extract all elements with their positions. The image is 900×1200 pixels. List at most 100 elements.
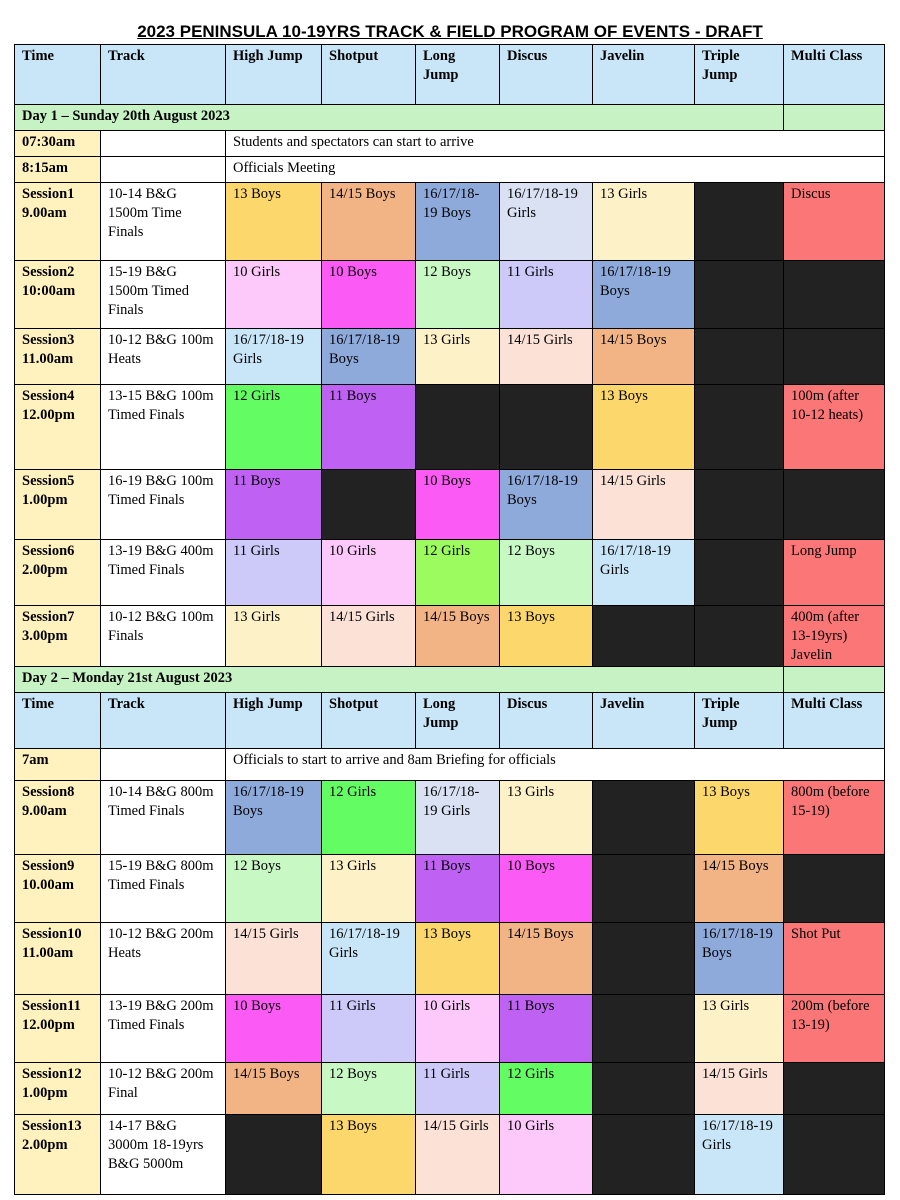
schedule-row: 07:30am Students and spectators can star…: [15, 131, 885, 157]
event-cell: 12 Boys: [226, 855, 322, 923]
session-time: Session4 12.00pm: [15, 385, 101, 470]
track-event: 13-15 B&G 100m Timed Finals: [101, 385, 226, 470]
event-cell-blocked: [695, 261, 784, 329]
event-cell: 13 Girls: [226, 606, 322, 667]
event-cell: 14/15 Boys: [226, 1063, 322, 1115]
day-label-blank: [784, 667, 885, 693]
event-cell-blocked: [784, 1115, 885, 1195]
event-cell-blocked: [322, 470, 416, 540]
header-cell: Shotput: [322, 693, 416, 749]
session-row: Session12 1.00pm 10-12 B&G 200m Final 14…: [15, 1063, 885, 1115]
header-cell: Discus: [500, 693, 593, 749]
header-cell: Track: [101, 45, 226, 105]
event-cell: 10 Girls: [322, 540, 416, 606]
session-row: Session6 2.00pm 13-19 B&G 400m Timed Fin…: [15, 540, 885, 606]
session-row: Session7 3.00pm 10-12 B&G 100m Finals 13…: [15, 606, 885, 667]
session-time: Session12 1.00pm: [15, 1063, 101, 1115]
session-time: Session5 1.00pm: [15, 470, 101, 540]
event-cell: 10 Girls: [416, 995, 500, 1063]
header-cell: Shotput: [322, 45, 416, 105]
session-time: Session2 10:00am: [15, 261, 101, 329]
event-cell-blocked: [695, 385, 784, 470]
session-row: Session4 12.00pm 13-15 B&G 100m Timed Fi…: [15, 385, 885, 470]
event-cell: 10 Boys: [322, 261, 416, 329]
track-event: 13-19 B&G 200m Timed Finals: [101, 995, 226, 1063]
event-cell: 14/15 Boys: [695, 855, 784, 923]
header-cell: Long Jump: [416, 45, 500, 105]
event-cell: 16/17/18-19 Boys: [416, 183, 500, 261]
event-cell: 200m (before 13-19): [784, 995, 885, 1063]
event-cell-blocked: [784, 261, 885, 329]
header-cell: Time: [15, 693, 101, 749]
event-cell: 16/17/18-19 Boys: [226, 781, 322, 855]
track-event: 10-12 B&G 200m Heats: [101, 923, 226, 995]
event-cell-blocked: [500, 385, 593, 470]
event-cell: 16/17/18-19 Girls: [322, 923, 416, 995]
event-cell: 14/15 Girls: [226, 923, 322, 995]
event-cell: 13 Girls: [593, 183, 695, 261]
event-cell: 11 Girls: [416, 1063, 500, 1115]
day-row: Day 1 – Sunday 20th August 2023: [15, 105, 885, 131]
event-cell: 12 Boys: [322, 1063, 416, 1115]
program-table: Time Track High Jump Shotput Long Jump D…: [14, 44, 885, 1195]
header-cell: Triple Jump: [695, 45, 784, 105]
session-time: Session1 9.00am: [15, 183, 101, 261]
event-cell: 13 Girls: [695, 995, 784, 1063]
event-cell-blocked: [784, 470, 885, 540]
track-event: 10-12 B&G 200m Final: [101, 1063, 226, 1115]
session-time: Session3 11.00am: [15, 329, 101, 385]
session-row: Session1 9.00am 10-14 B&G 1500m Time Fin…: [15, 183, 885, 261]
event-cell-blocked: [695, 183, 784, 261]
event-cell: 10 Boys: [416, 470, 500, 540]
header-cell: Triple Jump: [695, 693, 784, 749]
day-label: Day 2 – Monday 21st August 2023: [15, 667, 784, 693]
track-event: 16-19 B&G 100m Timed Finals: [101, 470, 226, 540]
page-title: 2023 PENINSULA 10-19YRS TRACK & FIELD PR…: [0, 22, 900, 42]
event-cell: 13 Boys: [500, 606, 593, 667]
event-cell: 14/15 Girls: [322, 606, 416, 667]
event-cell-blocked: [695, 329, 784, 385]
session-row: Session5 1.00pm 16-19 B&G 100m Timed Fin…: [15, 470, 885, 540]
event-cell: Discus: [784, 183, 885, 261]
session-time: Session9 10.00am: [15, 855, 101, 923]
track-event: 14-17 B&G 3000m 18-19yrs B&G 5000m: [101, 1115, 226, 1195]
event-cell-blocked: [695, 606, 784, 667]
event-cell: 12 Boys: [500, 540, 593, 606]
header-cell: Javelin: [593, 693, 695, 749]
event-cell: 16/17/18-19 Boys: [500, 470, 593, 540]
session-time: Session7 3.00pm: [15, 606, 101, 667]
event-cell: 12 Girls: [226, 385, 322, 470]
event-cell: 13 Boys: [416, 923, 500, 995]
schedule-row: 7am Officials to start to arrive and 8am…: [15, 749, 885, 781]
header-cell: Long Jump: [416, 693, 500, 749]
event-cell: 13 Boys: [593, 385, 695, 470]
track-event: 13-19 B&G 400m Timed Finals: [101, 540, 226, 606]
header-cell: Time: [15, 45, 101, 105]
event-cell: 13 Girls: [322, 855, 416, 923]
header-cell: Discus: [500, 45, 593, 105]
event-cell: 11 Boys: [500, 995, 593, 1063]
time-cell: 07:30am: [15, 131, 101, 157]
event-cell: 14/15 Boys: [416, 606, 500, 667]
track-event: 10-12 B&G 100m Finals: [101, 606, 226, 667]
event-cell: Shot Put: [784, 923, 885, 995]
event-cell: 14/15 Girls: [500, 329, 593, 385]
empty-cell: [101, 157, 226, 183]
session-time: Session11 12.00pm: [15, 995, 101, 1063]
event-cell: 14/15 Boys: [500, 923, 593, 995]
event-cell: 12 Girls: [500, 1063, 593, 1115]
event-cell: 14/15 Girls: [416, 1115, 500, 1195]
time-cell: 7am: [15, 749, 101, 781]
event-cell: Long Jump: [784, 540, 885, 606]
event-cell-blocked: [593, 781, 695, 855]
header-cell: High Jump: [226, 45, 322, 105]
event-cell: 400m (after 13-19yrs) Javelin: [784, 606, 885, 667]
event-cell: 11 Girls: [322, 995, 416, 1063]
event-cell: 14/15 Girls: [593, 470, 695, 540]
header-row: Time Track High Jump Shotput Long Jump D…: [15, 693, 885, 749]
event-cell: 100m (after 10-12 heats): [784, 385, 885, 470]
track-event: 10-14 B&G 1500m Time Finals: [101, 183, 226, 261]
header-cell: Multi Class: [784, 45, 885, 105]
event-cell-blocked: [593, 995, 695, 1063]
note-cell: Students and spectators can start to arr…: [226, 131, 885, 157]
